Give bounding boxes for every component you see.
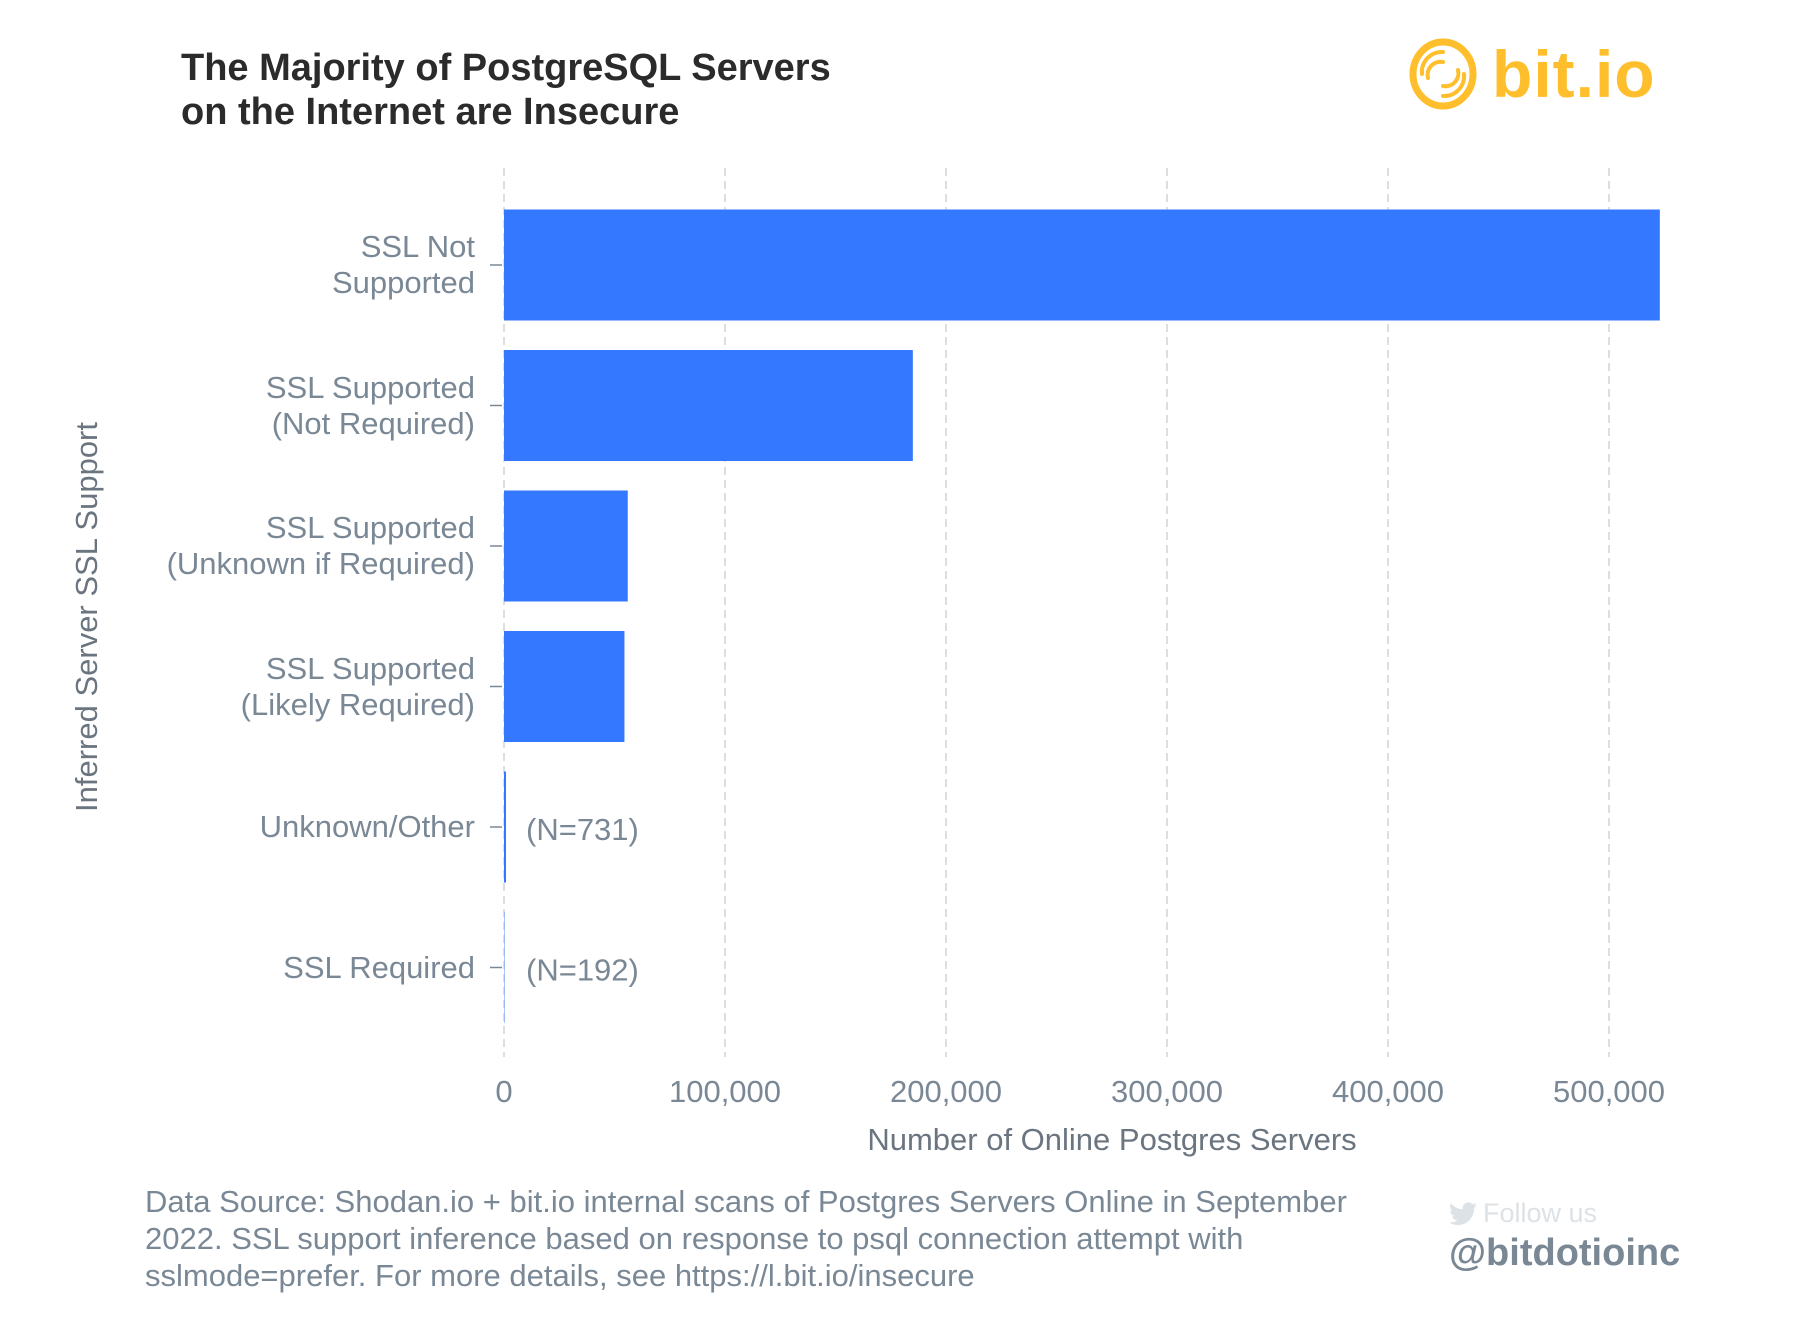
y-tick-label: SSL Not Supported (332, 229, 475, 301)
y-tick-label-line: (Unknown if Required) (166, 546, 475, 581)
bitio-logo: bit.io (1408, 37, 1656, 111)
bar-annotation: (N=192) (526, 953, 639, 988)
y-tick-label: Unknown/Other (260, 809, 475, 845)
y-tick-label-line: SSL Required (283, 949, 475, 985)
y-tick-label-line: SSL Supported (265, 369, 475, 405)
bar (504, 490, 628, 602)
x-tick-label: 400,000 (1332, 1074, 1444, 1109)
y-tick-label-line: SSL Supported (265, 510, 475, 545)
logo-text: bit.io (1492, 37, 1656, 111)
title-line-1: The Majority of PostgreSQL Servers (181, 47, 831, 89)
y-tick-label: SSL Required (283, 950, 475, 986)
y-tick-label-line: (Not Required) (271, 405, 475, 441)
x-tick-label: 500,000 (1553, 1074, 1665, 1109)
chart-title: The Majority of PostgreSQL Servers on th… (181, 46, 831, 134)
title-line-2: on the Internet are Insecure (181, 91, 680, 133)
y-tick-label: SSL Supported (Not Required) (266, 370, 475, 442)
y-tick-label-line: SSL Supported (265, 650, 475, 686)
y-tick-label-line: Supported (331, 265, 475, 300)
y-axis-label: Inferred Server SSL Support (69, 422, 104, 812)
bar (504, 771, 506, 883)
y-tick-label-line: Unknown/Other (259, 809, 475, 844)
x-tick-label: 300,000 (1111, 1074, 1223, 1109)
y-tick-label-line: SSL Not (360, 229, 475, 264)
twitter-handle[interactable]: @bitdotioinc (1449, 1232, 1681, 1274)
x-tick-label: 200,000 (890, 1074, 1002, 1109)
y-tick-label-line: (Likely Required) (240, 686, 475, 722)
bar-annotation: (N=731) (526, 812, 639, 847)
follow-us: Follow us (1449, 1198, 1597, 1229)
twitter-bird-icon (1449, 1201, 1477, 1225)
follow-label: Follow us (1483, 1198, 1598, 1228)
y-tick-label: SSL Supported (Unknown if Required) (167, 510, 475, 582)
x-tick-label: 0 (495, 1074, 512, 1109)
x-tick-label: 100,000 (669, 1074, 781, 1109)
bitio-logo-icon (1409, 38, 1477, 110)
bar (504, 209, 1660, 321)
bar (504, 350, 913, 461)
data-source-note: Data Source: Shodan.io + bit.io internal… (145, 1184, 1347, 1293)
y-tick-label: SSL Supported (Likely Required) (241, 651, 475, 723)
x-axis-label: Number of Online Postgres Servers (867, 1122, 1356, 1157)
bar (504, 631, 625, 742)
